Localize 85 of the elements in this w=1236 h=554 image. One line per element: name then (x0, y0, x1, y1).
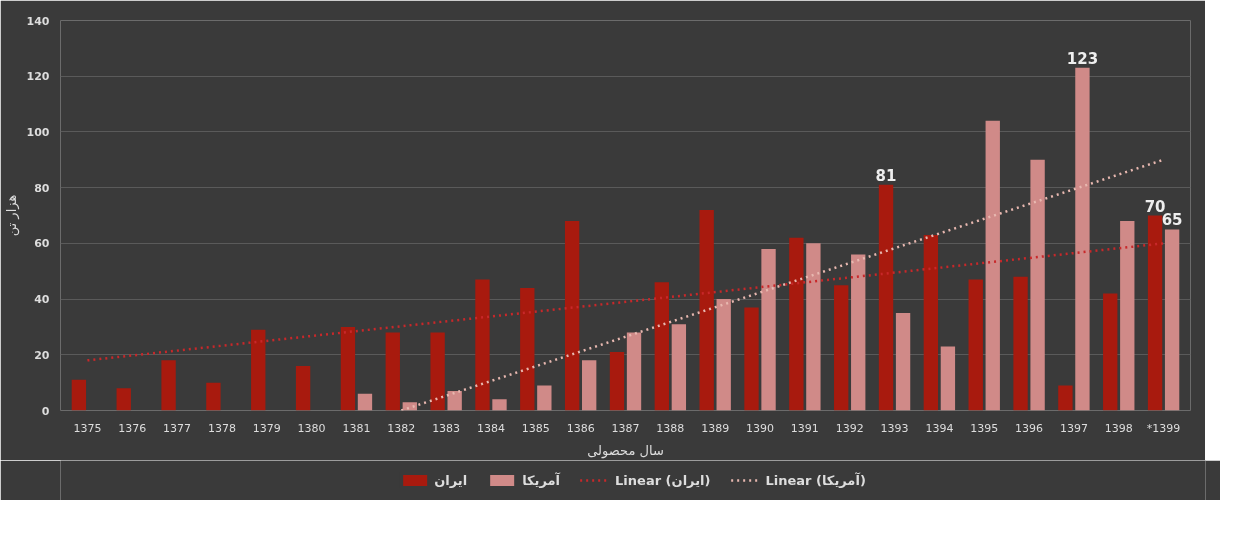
bar (699, 209, 714, 411)
bar (716, 299, 731, 411)
x-tick-label: 1386 (566, 421, 595, 435)
y-tick-label: 100 (26, 125, 50, 139)
y-tick-label: 0 (41, 404, 50, 418)
bar (744, 307, 759, 411)
bar (1075, 67, 1090, 411)
x-tick-label: 1388 (656, 421, 685, 435)
bar (1058, 385, 1073, 411)
bar (834, 285, 849, 411)
x-axis-title: سال محصولی (587, 442, 664, 459)
bar (357, 393, 373, 411)
legend-label: ایران (434, 472, 468, 488)
x-tick-label: *1399 (1146, 421, 1181, 435)
bar (475, 279, 490, 411)
legend-label: آمریکا (522, 472, 561, 488)
y-tick-label: 140 (26, 14, 50, 28)
bar (582, 360, 597, 411)
x-tick-label: 1381 (342, 421, 371, 435)
bar (1013, 276, 1028, 411)
bar (116, 388, 131, 411)
bar (340, 326, 356, 411)
x-tick-label: 1391 (790, 421, 819, 435)
x-tick-label: 1379 (252, 421, 281, 435)
x-tick-label: 1390 (746, 421, 775, 435)
bar (968, 279, 983, 411)
bar (923, 235, 939, 411)
x-tick-label: 1397 (1059, 421, 1088, 435)
x-tick-label: 1376 (118, 421, 147, 435)
y-tick-label: 20 (34, 348, 50, 362)
bar (385, 332, 400, 411)
legend-label: Linear (ایران) (615, 472, 711, 488)
x-tick-label: 1393 (880, 421, 909, 435)
x-tick-label: 1387 (611, 421, 640, 435)
x-tick-label: 1375 (73, 421, 102, 435)
x-tick-label: 1383 (432, 421, 461, 435)
x-tick-label: 1385 (521, 421, 550, 435)
bar (895, 313, 911, 411)
bar (71, 379, 87, 411)
x-tick-label: 1389 (701, 421, 730, 435)
bar (251, 329, 266, 411)
bar (985, 120, 1000, 411)
bar (520, 287, 535, 411)
bar (1030, 159, 1045, 411)
bar (1103, 293, 1118, 411)
bar (564, 221, 580, 411)
bar (447, 391, 462, 411)
bar (761, 248, 776, 411)
x-tick-label: 1396 (1015, 421, 1044, 435)
data-label: 81 (875, 166, 897, 185)
bar (654, 282, 669, 411)
x-tick-label: 1382 (387, 421, 416, 435)
y-tick-label: 60 (34, 237, 50, 251)
x-tick-label: 1392 (835, 421, 864, 435)
bar (851, 254, 866, 411)
y-tick-label: 120 (26, 70, 50, 84)
bar (537, 385, 552, 411)
x-tick-label: 1398 (1104, 421, 1133, 435)
bar (1164, 229, 1180, 411)
y-axis-title: هزار تن (3, 194, 20, 237)
x-tick-label: 1378 (207, 421, 236, 435)
bar (626, 332, 642, 411)
bar (671, 324, 687, 411)
bar (206, 382, 221, 411)
legend-label: Linear (آمریکا) (765, 472, 866, 488)
x-tick-label: 1380 (297, 421, 326, 435)
y-tick-label: 80 (34, 181, 50, 195)
data-label: 65 (1161, 211, 1183, 230)
bar (430, 332, 445, 411)
y-tick-label: 40 (34, 293, 50, 307)
bar (940, 346, 956, 411)
x-tick-label: 1384 (476, 421, 505, 435)
x-tick-label: 1377 (163, 421, 192, 435)
bar (295, 365, 311, 411)
bar (492, 399, 507, 411)
bar (161, 360, 176, 411)
bar (806, 243, 821, 411)
x-tick-label: 1395 (970, 421, 999, 435)
bar (878, 184, 894, 411)
bar (789, 237, 804, 411)
bar (1147, 215, 1163, 411)
data-label: 123 (1066, 49, 1099, 68)
bar (1120, 221, 1135, 411)
x-tick-label: 1394 (925, 421, 954, 435)
bar (609, 352, 625, 411)
